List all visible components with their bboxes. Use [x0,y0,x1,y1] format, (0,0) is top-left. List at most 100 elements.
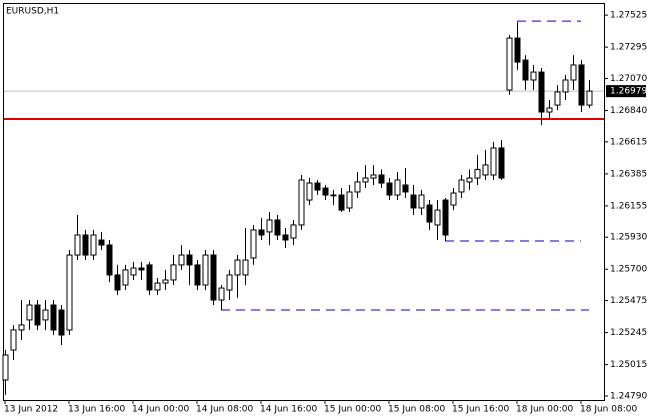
candle-body [362,177,369,183]
candle-body [458,179,465,193]
candle-body [226,274,233,291]
candle-body [474,168,481,179]
candle-body [562,79,569,93]
candle-body [466,177,473,183]
candle-body [378,174,385,184]
last-price-box [606,85,646,98]
y-tick-label: 1.25475 [610,296,647,306]
candle-body [34,304,41,326]
candle-body [450,192,457,206]
candle-body [194,264,201,286]
y-tick-label: 1.26155 [610,201,647,211]
candle-body [386,182,393,196]
x-tick-label: 14 Jun 16:00 [260,405,317,415]
candle-body [578,64,585,106]
y-tick-label: 1.27070 [610,74,647,84]
candle-body [50,304,57,331]
x-tick-label: 13 Jun 2012 [4,405,58,415]
x-tick-label: 18 Jun 08:00 [580,405,637,415]
chart-title: EURUSD,H1 [6,7,59,17]
y-tick-label: 1.25700 [610,265,647,275]
x-tick-label: 18 Jun 00:00 [516,405,573,415]
candle-body [90,234,97,256]
candle-body [490,147,497,176]
candle-body [146,264,153,291]
candle-body [66,254,73,331]
y-tick-label: 1.27525 [610,11,647,21]
candle-body [306,182,313,201]
candle-body [98,239,105,246]
candle-body [258,229,265,236]
candle-body [330,194,337,197]
y-tick-label: 1.26840 [610,106,647,116]
candle-body [354,181,361,193]
y-tick-label: 1.27295 [610,43,647,53]
candle-body [570,64,577,81]
candle-body [202,254,209,286]
candle-body [250,229,257,259]
candle-body [18,324,25,331]
candle-body [114,274,121,291]
candle-body [538,71,545,113]
candle-body [322,187,329,196]
candle-body [42,309,49,321]
candle-body [506,37,513,91]
y-tick-label: 1.25015 [610,360,647,370]
candle-body [394,179,401,196]
candle-body [130,267,137,276]
y-tick-label: 1.26615 [610,137,647,147]
candle-body [122,269,129,286]
candle-body [170,264,177,281]
candle-body [26,304,33,321]
candle-body [282,234,289,241]
candle-body [314,182,321,191]
y-tick-label: 1.24790 [610,391,647,401]
x-tick-label: 15 Jun 16:00 [452,405,509,415]
candle-body [514,37,521,63]
candle-body [266,219,273,233]
candle-body [138,267,145,271]
candle-body [426,204,433,223]
candle-body [554,91,561,106]
candle-body [522,59,529,81]
candle-body [298,179,305,226]
y-tick-label: 1.25245 [610,328,647,338]
candle-body [402,184,409,193]
candle-body [58,309,65,336]
candle-body [338,194,345,211]
x-tick-label: 14 Jun 08:00 [196,405,253,415]
candle-body [290,224,297,239]
candle-body [418,194,425,209]
candle-body [530,71,537,81]
candle-body [498,147,505,179]
plot-frame [3,3,605,401]
candle-body [234,259,241,276]
candle-body [410,194,417,209]
candle-body [178,254,185,266]
candle-body [74,234,81,256]
candle-body [346,191,353,209]
candle-body [186,254,193,266]
candle-body [210,254,217,301]
candle-body [546,107,553,113]
candle-body [274,219,281,236]
candle-body [242,259,249,276]
candle-body [2,354,9,381]
candle-body [442,199,449,236]
candle-body [434,209,441,226]
candle-body [586,90,593,106]
candle-body [162,279,169,284]
x-tick-label: 15 Jun 00:00 [324,405,381,415]
y-tick-label: 1.26385 [610,169,647,179]
last-price-label: 1.26979 [610,87,647,97]
x-tick-label: 14 Jun 00:00 [132,405,189,415]
x-tick-label: 13 Jun 16:00 [68,405,125,415]
candle-body [106,244,113,276]
candle-body [482,164,489,176]
candle-body [82,234,89,256]
x-tick-label: 15 Jun 08:00 [388,405,445,415]
candle-body [370,174,377,179]
